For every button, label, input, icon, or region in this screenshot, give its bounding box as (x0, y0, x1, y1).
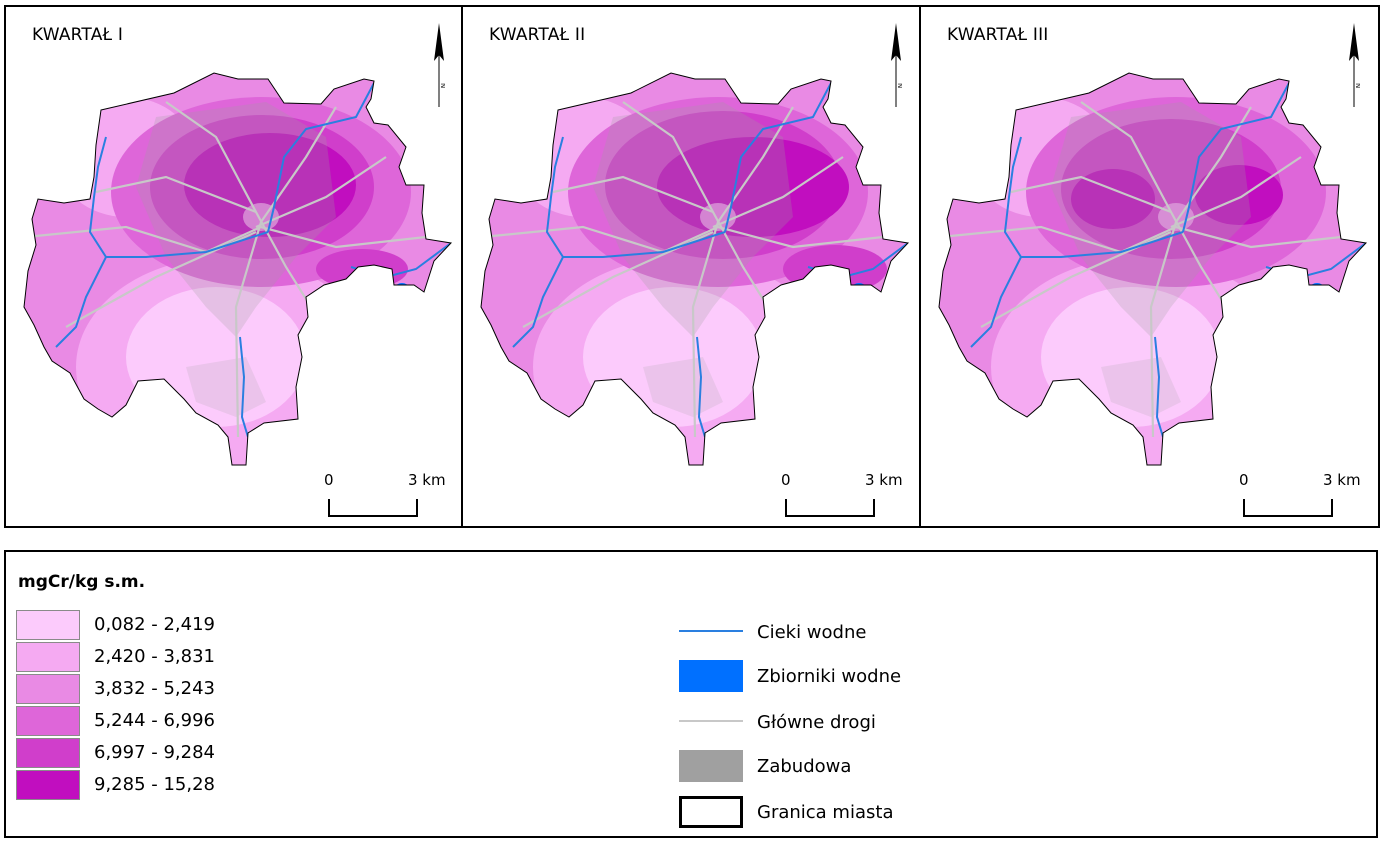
legend-symbol-label: Zbiorniki wodne (757, 666, 902, 687)
main-road (691, 106, 794, 438)
city-boundary (938, 72, 1368, 466)
north-arrow-icon: N (891, 23, 902, 107)
scale-end-label: 3 km (865, 471, 903, 489)
svg-text:N: N (439, 83, 445, 88)
legend-class-label: 6,997 - 9,284 (94, 742, 215, 763)
main-road (1010, 175, 1172, 214)
main-road (234, 106, 337, 438)
main-road (95, 175, 257, 214)
legend-class-swatch (16, 642, 80, 672)
legend-symbol-label: Cieki wodne (757, 622, 867, 643)
river (1154, 336, 1164, 438)
main-road (255, 156, 387, 229)
main-road (940, 225, 1342, 254)
legend-class-swatch (16, 738, 80, 768)
scale-end-label: 3 km (1323, 471, 1361, 489)
river (88, 136, 107, 258)
scale-start-label: 0 (781, 471, 791, 489)
panel-title: KWARTAŁ I (32, 25, 124, 45)
main-road (1170, 156, 1302, 229)
legend-class-swatch (16, 706, 80, 736)
buildings-area (643, 357, 723, 417)
main-road (482, 225, 884, 254)
legend-class-label: 9,285 - 15,28 (94, 774, 215, 795)
scale-start-label: 0 (1239, 471, 1249, 489)
north-arrow-icon: N (1349, 23, 1360, 107)
legend-class-swatch (16, 674, 80, 704)
scale-start-label: 0 (324, 471, 334, 489)
river (724, 82, 832, 233)
scale-bar: 0 3 km (324, 469, 454, 529)
city-map (23, 72, 453, 466)
scale-end-label: 3 km (408, 471, 446, 489)
map-legend: mgCr/kg s.m. 0,082 - 2,419 2,420 - 3,831… (4, 550, 1378, 838)
scale-bar-line (1243, 499, 1333, 517)
river (545, 136, 564, 258)
water-body-swatch (679, 660, 743, 692)
main-road (552, 175, 714, 214)
legend-class-label: 0,082 - 2,419 (94, 614, 215, 635)
river (267, 82, 375, 233)
legend-symbol-label: Zabudowa (757, 756, 852, 777)
river (696, 336, 706, 438)
main-road (25, 225, 427, 254)
city-map (938, 72, 1368, 466)
svg-text:N: N (896, 83, 902, 88)
buildings-area (1051, 102, 1251, 337)
city-map (480, 72, 910, 466)
scale-bar: 0 3 km (1239, 469, 1369, 529)
river (239, 336, 249, 438)
city-boundary (23, 72, 453, 466)
map-panel-kwartal-1: KWARTAŁ I N 0 3 km (4, 5, 465, 528)
water-body (853, 283, 865, 291)
legend-class-label: 5,244 - 6,996 (94, 710, 215, 731)
legend-class-swatch (16, 770, 80, 800)
svg-text:N: N (1354, 83, 1360, 88)
scale-bar: 0 3 km (781, 469, 911, 529)
map-panel-kwartal-3: KWARTAŁ III N 0 3 km (919, 5, 1380, 528)
legend-symbol-label: Granica miasta (757, 802, 894, 823)
concentration-zone (1195, 165, 1283, 225)
buildings-area (593, 102, 793, 337)
city-boundary (480, 72, 910, 466)
buildings-area (1101, 357, 1181, 417)
legend-class-label: 2,420 - 3,831 (94, 646, 215, 667)
boundary-swatch (679, 796, 743, 828)
scale-bar-line (328, 499, 418, 517)
buildings-area (186, 357, 266, 417)
main-road (712, 156, 844, 229)
river (1003, 136, 1022, 258)
scale-bar-line (785, 499, 875, 517)
legend-class-swatch (16, 610, 80, 640)
concentration-zone (1071, 169, 1155, 229)
buildings-swatch (679, 750, 743, 782)
legend-symbol-label: Główne drogi (757, 712, 876, 733)
map-panel-kwartal-2: KWARTAŁ II N 0 3 km (461, 5, 922, 528)
legend-class-label: 3,832 - 5,243 (94, 678, 215, 699)
river (1182, 82, 1290, 233)
buildings-area (136, 102, 336, 337)
main-road (1149, 106, 1252, 438)
legend-title: mgCr/kg s.m. (18, 572, 146, 592)
panel-title: KWARTAŁ III (947, 25, 1049, 45)
panel-title: KWARTAŁ II (489, 25, 586, 45)
river-line-swatch (679, 630, 743, 632)
water-body (396, 283, 408, 291)
water-body (1311, 283, 1323, 291)
north-arrow-icon: N (434, 23, 445, 107)
road-line-swatch (679, 720, 743, 722)
